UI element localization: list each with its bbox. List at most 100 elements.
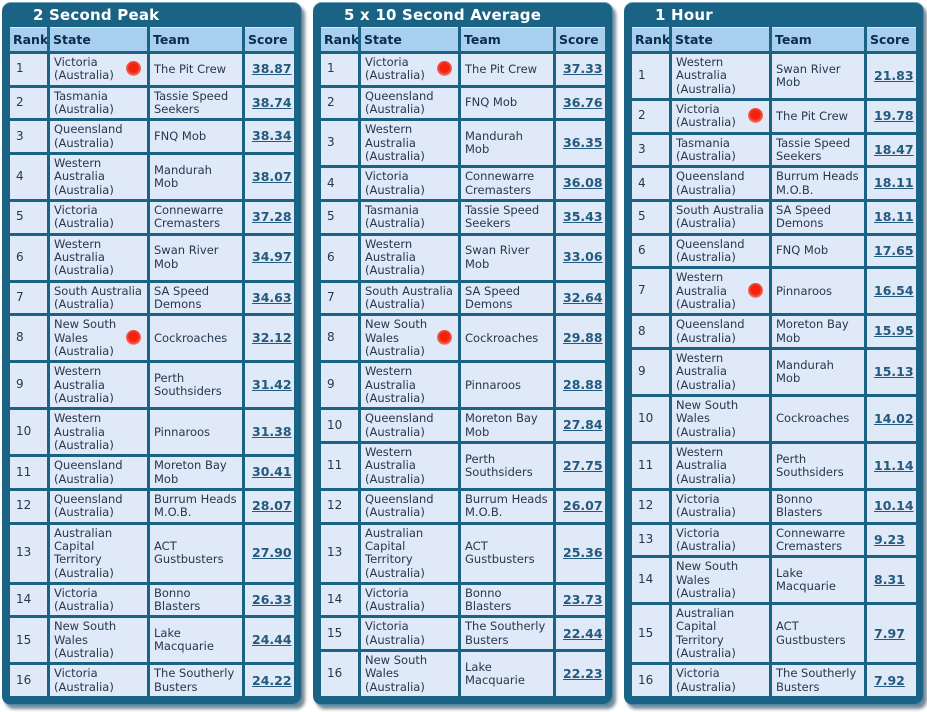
table-row: 14 New South Wales (Australia) Lake Macq… [629,555,919,606]
score-link[interactable]: 27.75 [563,457,603,473]
score-link[interactable]: 32.64 [563,289,603,305]
rank-cell: 8 [7,313,50,364]
score-cell: 38.07 [242,151,297,202]
score-link[interactable]: 18.11 [874,209,914,225]
score-link[interactable]: 38.34 [252,128,292,144]
score-cell: 24.44 [242,615,297,666]
header-row: Rank State Team Score [629,27,919,54]
team-cell: ACT Gustbusters [769,602,867,666]
score-link[interactable]: 38.07 [252,168,292,184]
table-row: 3 Queensland (Australia) FNQ Mob 38.34 [7,118,297,155]
score-link[interactable]: 31.42 [252,376,292,392]
score-link[interactable]: 36.35 [563,135,603,151]
score-link[interactable]: 23.73 [563,591,603,607]
score-link[interactable]: 17.65 [874,242,914,258]
table-row: 2 Victoria (Australia) The Pit Crew 19.7… [629,97,919,135]
table-row: 6 Western Australia (Australia) Swan Riv… [318,232,608,283]
table-row: 1 Victoria (Australia) The Pit Crew 38.8… [7,51,297,88]
table-row: 14 Victoria (Australia) Bonno Blasters 2… [318,581,608,619]
state-text: New South Wales (Australia) [676,559,739,600]
leaderboard-table: Rank State Team Score 1 Victoria (Austra… [7,27,297,700]
table-row: 12 Queensland (Australia) Burrum Heads M… [318,487,608,525]
score-link[interactable]: 26.07 [563,497,603,513]
score-link[interactable]: 25.36 [563,544,603,560]
score-link[interactable]: 10.14 [874,497,914,513]
score-link[interactable]: 35.43 [563,209,603,225]
score-link[interactable]: 26.33 [252,591,292,607]
score-link[interactable]: 7.97 [874,625,905,641]
state-text: South Australia (Australia) [676,202,764,231]
score-link[interactable]: 9.23 [874,531,905,547]
state-text: Western Australia (Australia) [54,411,114,452]
team-cell: Moreton Bay Mob [769,313,867,350]
score-link[interactable]: 14.02 [874,410,914,426]
score-link[interactable]: 29.88 [563,329,603,345]
state-cell: Western Australia (Australia) [47,407,150,458]
score-link[interactable]: 36.08 [563,175,603,191]
state-cell: Victoria (Australia) [47,662,150,700]
score-cell: 8.31 [864,555,919,606]
team-cell: Burrum Heads M.O.B. [147,487,245,525]
team-cell: Moreton Bay Mob [458,407,556,444]
score-link[interactable]: 18.47 [874,141,914,157]
score-cell: 34.97 [242,232,297,283]
state-cell: Tasmania (Australia) [669,131,772,169]
state-cell: Queensland (Australia) [669,313,772,350]
score-link[interactable]: 7.92 [874,672,905,688]
team-cell: Cockroaches [147,313,245,364]
score-link[interactable]: 22.44 [563,625,603,641]
score-link[interactable]: 24.44 [252,632,292,648]
team-cell: ACT Gustbusters [458,521,556,585]
score-link[interactable]: 38.87 [252,61,292,77]
state-cell: Western Australia (Australia) [358,118,461,169]
score-link[interactable]: 21.83 [874,67,914,83]
score-link[interactable]: 22.23 [563,665,603,681]
score-link[interactable]: 32.12 [252,329,292,345]
header-row: Rank State Team Score [318,27,608,54]
score-link[interactable]: 34.63 [252,289,292,305]
score-link[interactable]: 38.74 [252,94,292,110]
state-cell: Australian Capital Territory (Australia) [669,602,772,666]
table-row: 5 South Australia (Australia) SA Speed D… [629,198,919,236]
rank-cell: 1 [318,51,361,88]
score-link[interactable]: 18.11 [874,175,914,191]
state-cell: New South Wales (Australia) [358,649,461,700]
score-link[interactable]: 24.22 [252,672,292,688]
score-link[interactable]: 31.38 [252,423,292,439]
score-link[interactable]: 37.28 [252,209,292,225]
score-link[interactable]: 33.06 [563,249,603,265]
col-header-state: State [669,27,772,54]
score-link[interactable]: 37.33 [563,61,603,77]
score-link[interactable]: 28.07 [252,497,292,513]
state-cell: Victoria (Australia) [47,198,150,236]
team-cell: The Southerly Busters [769,662,867,700]
table-row: 3 Western Australia (Australia) Mandurah… [318,118,608,169]
score-link[interactable]: 34.97 [252,249,292,265]
score-cell: 14.02 [864,393,919,444]
score-link[interactable]: 27.84 [563,417,603,433]
score-link[interactable]: 15.95 [874,323,914,339]
score-cell: 9.23 [864,521,919,559]
state-cell: Victoria (Australia) [47,581,150,619]
score-link[interactable]: 28.88 [563,376,603,392]
team-cell: Mandurah Mob [458,118,556,169]
table-row: 2 Queensland (Australia) FNQ Mob 36.76 [318,84,608,122]
score-cell: 27.84 [553,407,608,444]
rank-cell: 5 [318,198,361,236]
rank-cell: 3 [318,118,361,169]
score-link[interactable]: 11.14 [874,457,914,473]
score-link[interactable]: 16.54 [874,283,914,298]
score-cell: 27.75 [553,440,608,491]
score-link[interactable]: 30.41 [252,464,292,480]
score-link[interactable]: 27.90 [252,544,292,560]
score-link[interactable]: 8.31 [874,571,905,587]
table-row: 7 South Australia (Australia) SA Speed D… [318,279,608,317]
score-cell: 18.11 [864,198,919,236]
score-link[interactable]: 19.78 [874,108,914,124]
score-link[interactable]: 15.13 [874,363,914,379]
state-text: Western Australia (Australia) [676,270,736,311]
col-header-score: Score [864,27,919,54]
rank-cell: 3 [7,118,50,155]
header-row: Rank State Team Score [7,27,297,54]
score-link[interactable]: 36.76 [563,94,603,110]
